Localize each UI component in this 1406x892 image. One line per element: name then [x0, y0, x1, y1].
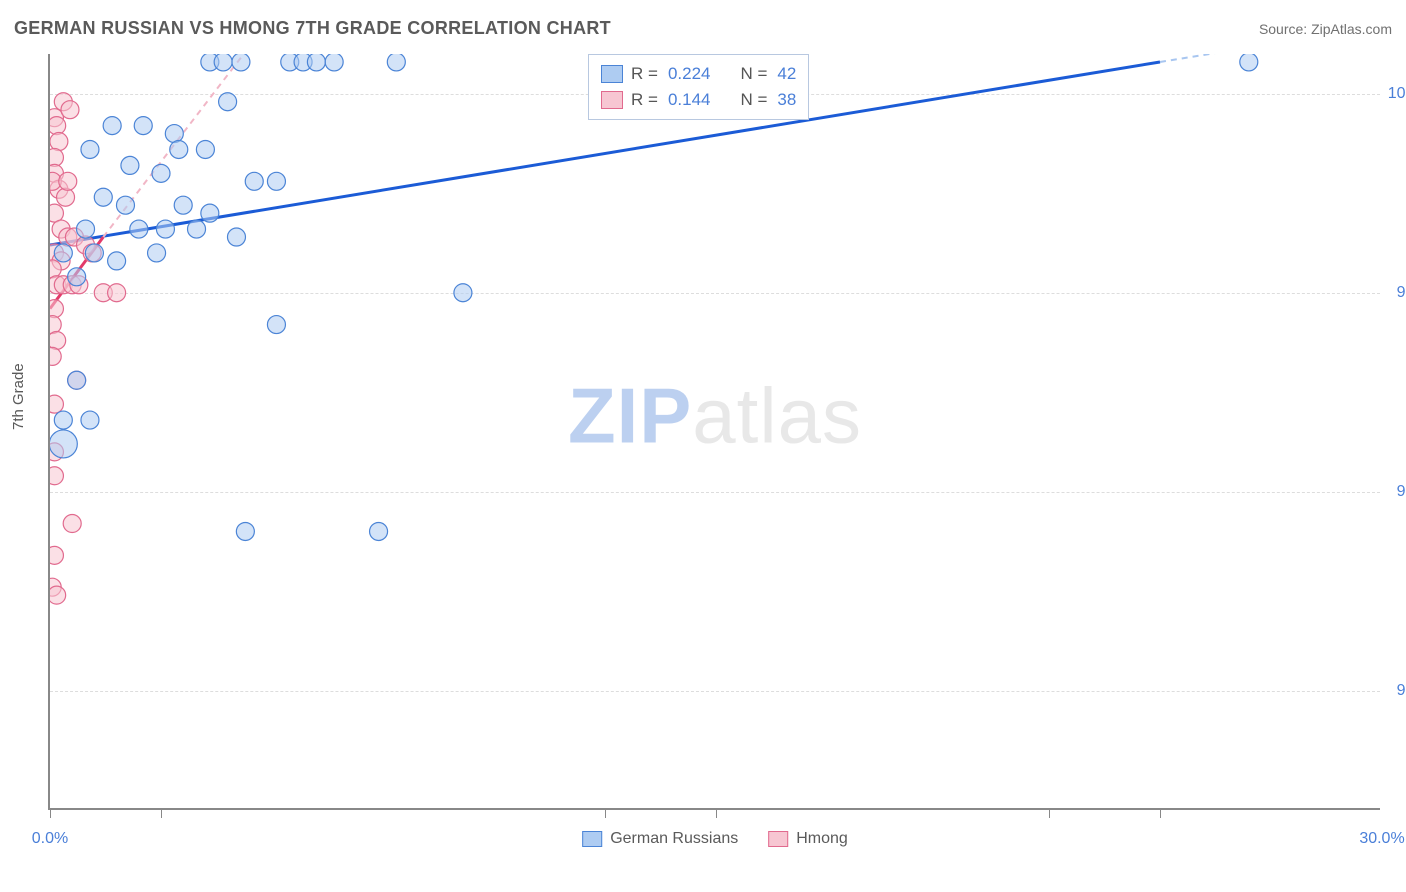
scatter-point	[108, 284, 126, 302]
scatter-point	[214, 54, 232, 71]
scatter-point	[232, 54, 250, 71]
scatter-point	[50, 204, 63, 222]
scatter-point	[188, 220, 206, 238]
scatter-point	[201, 204, 219, 222]
scatter-point	[196, 140, 214, 158]
legend-n-value-1: 42	[777, 64, 796, 84]
scatter-point	[148, 244, 166, 262]
scatter-point	[267, 316, 285, 334]
x-tick	[716, 808, 717, 818]
scatter-point	[50, 117, 66, 135]
scatter-point	[227, 228, 245, 246]
scatter-point	[156, 220, 174, 238]
scatter-point	[50, 148, 63, 166]
legend-r-label-2: R =	[631, 90, 658, 110]
scatter-point	[94, 188, 112, 206]
scatter-point	[134, 117, 152, 135]
y-tick-label: 97.5%	[1397, 284, 1406, 302]
legend-swatch-series-1	[601, 65, 623, 83]
chart-source: Source: ZipAtlas.com	[1259, 21, 1392, 37]
scatter-point	[130, 220, 148, 238]
scatter-point	[57, 188, 75, 206]
y-tick-label: 95.0%	[1397, 483, 1406, 501]
y-tick-label: 100.0%	[1388, 85, 1406, 103]
scatter-point	[165, 125, 183, 143]
scatter-point	[50, 347, 61, 365]
legend-row-series-2: R = 0.144 N = 38	[601, 87, 796, 113]
scatter-point	[454, 284, 472, 302]
scatter-point	[77, 220, 95, 238]
scatter-point	[325, 54, 343, 71]
chart-title: GERMAN RUSSIAN VS HMONG 7TH GRADE CORREL…	[14, 18, 611, 39]
x-tick	[50, 808, 51, 818]
scatter-point	[1240, 54, 1258, 71]
y-axis-label: 7th Grade	[10, 363, 27, 430]
scatter-point	[174, 196, 192, 214]
scatter-point	[152, 164, 170, 182]
legend-r-label-1: R =	[631, 64, 658, 84]
scatter-point	[68, 268, 86, 286]
x-tick	[1160, 808, 1161, 818]
scatter-point	[307, 54, 325, 71]
scatter-point	[50, 316, 61, 334]
x-tick	[161, 808, 162, 818]
scatter-point	[387, 54, 405, 71]
scatter-point	[219, 93, 237, 111]
scatter-point	[81, 411, 99, 429]
x-tick-label: 0.0%	[32, 830, 68, 848]
scatter-point	[170, 140, 188, 158]
legend-label: Hmong	[796, 830, 848, 848]
scatter-point	[85, 244, 103, 262]
scatter-point	[108, 252, 126, 270]
scatter-points-layer	[50, 54, 1382, 810]
scatter-point	[121, 156, 139, 174]
x-tick	[1049, 808, 1050, 818]
scatter-point	[59, 172, 77, 190]
legend-n-label-1: N =	[740, 64, 767, 84]
x-tick-label: 30.0%	[1359, 830, 1404, 848]
legend-n-label-2: N =	[740, 90, 767, 110]
scatter-point	[50, 395, 63, 413]
legend-label: German Russians	[610, 830, 738, 848]
legend-r-value-2: 0.144	[668, 90, 711, 110]
scatter-point	[54, 244, 72, 262]
x-tick	[605, 808, 606, 818]
scatter-point	[50, 546, 63, 564]
correlation-legend: R = 0.224 N = 42 R = 0.144 N = 38	[588, 54, 809, 120]
scatter-point	[50, 586, 66, 604]
legend-row-series-1: R = 0.224 N = 42	[601, 61, 796, 87]
scatter-point	[68, 371, 86, 389]
legend-item: German Russians	[582, 830, 738, 848]
scatter-point	[370, 522, 388, 540]
legend-swatch	[768, 831, 788, 847]
scatter-point	[63, 515, 81, 533]
scatter-point	[81, 140, 99, 158]
y-tick-label: 92.5%	[1397, 682, 1406, 700]
scatter-point	[236, 522, 254, 540]
scatter-point	[267, 172, 285, 190]
legend-item: Hmong	[768, 830, 848, 848]
scatter-point	[50, 300, 63, 318]
scatter-point	[50, 430, 77, 458]
scatter-point	[50, 133, 68, 151]
legend-swatch	[582, 831, 602, 847]
chart-header: GERMAN RUSSIAN VS HMONG 7TH GRADE CORREL…	[14, 18, 1392, 39]
scatter-point	[54, 411, 72, 429]
legend-swatch-series-2	[601, 91, 623, 109]
legend-r-value-1: 0.224	[668, 64, 711, 84]
series-legend: German Russians Hmong	[582, 830, 848, 848]
plot-area: ZIPatlas 92.5%95.0%97.5%100.0% R = 0.224…	[48, 54, 1380, 810]
scatter-point	[50, 467, 63, 485]
scatter-point	[103, 117, 121, 135]
legend-n-value-2: 38	[777, 90, 796, 110]
scatter-point	[50, 331, 66, 349]
scatter-point	[245, 172, 263, 190]
scatter-point	[116, 196, 134, 214]
scatter-point	[61, 101, 79, 119]
